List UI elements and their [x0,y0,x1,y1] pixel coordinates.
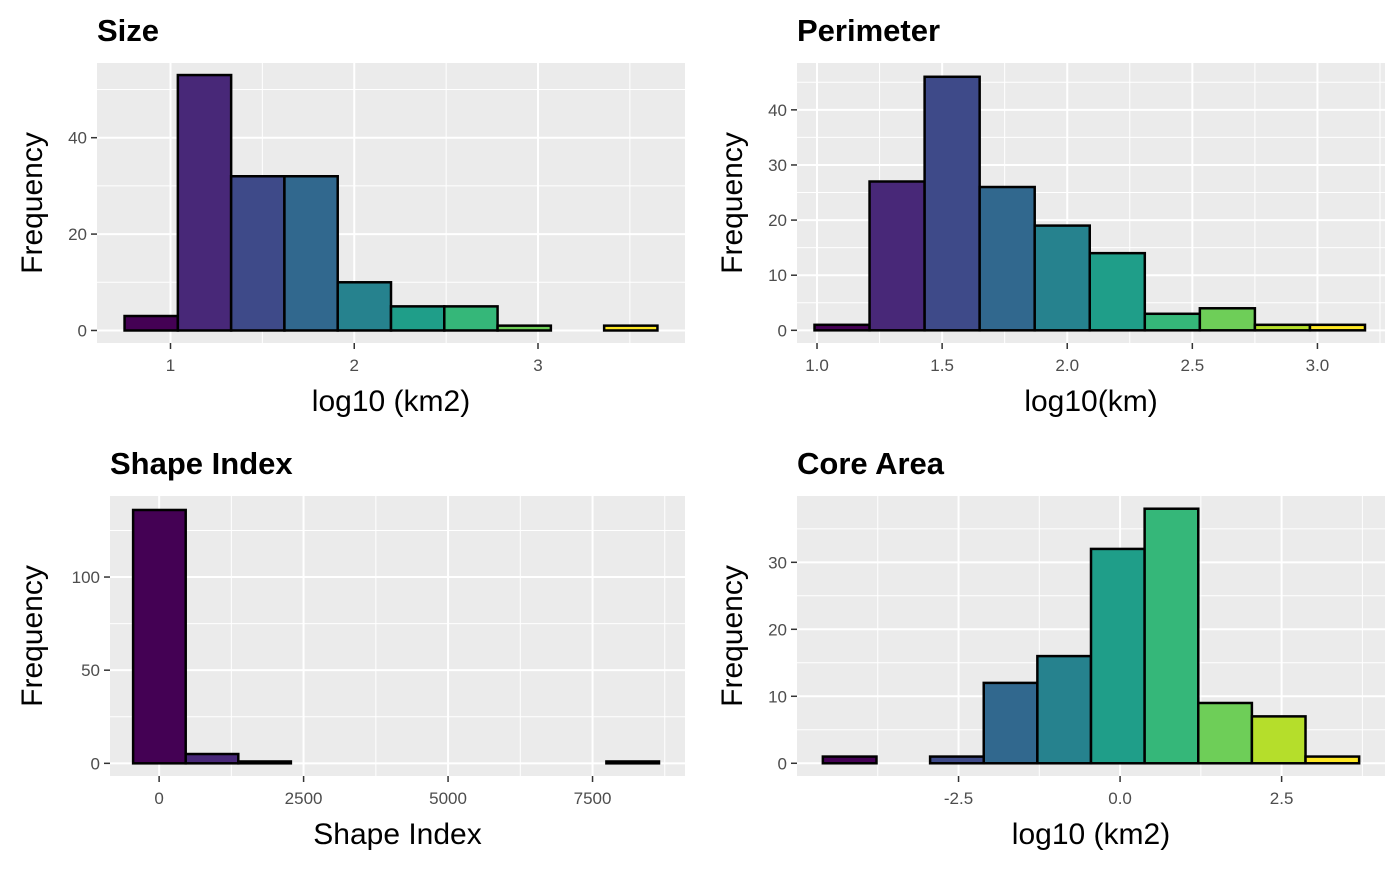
x-tick-label: -2.5 [944,789,973,808]
histogram-bar [229,175,286,332]
histogram-bar [1253,323,1312,332]
x-axis-label: log10(km) [1024,385,1157,418]
y-tick-label: 100 [72,568,100,587]
x-tick-label: 2.5 [1270,789,1294,808]
x-tick-label: 1.5 [930,356,954,375]
y-tick-label: 20 [768,620,787,639]
histogram-bar [1143,507,1200,765]
histogram-bar [928,755,985,765]
x-tick-label: 2 [350,356,359,375]
x-tick-label: 5000 [429,789,467,808]
x-tick-label: 7500 [574,789,612,808]
histogram-bar [336,281,393,332]
x-axis-label: log10 (km2) [312,385,470,418]
histogram-panel-1: 1.0 1.5 2.0 2.5 3.0 0 10 20 30 40 Perimeter log10(k… [716,13,1385,418]
histogram-bar [237,760,293,765]
histogram-bar [605,760,661,765]
histogram-bar [176,73,233,332]
y-tick-label: 0 [78,321,87,340]
y-axis-label: Frequency [716,132,749,274]
histogram-bar [184,752,240,765]
histogram-bar [982,681,1039,765]
x-axis-label: log10 (km2) [1012,818,1170,851]
histogram-bar [283,175,339,332]
x-tick-label: 1.0 [805,356,829,375]
y-tick-label: 0 [91,754,100,773]
histogram-bar [821,755,878,765]
histogram-bar [602,324,659,332]
histogram-bar [496,324,553,332]
panel-title: Core Area [797,446,945,481]
panel-title: Size [97,13,159,48]
histogram-bar [978,185,1036,332]
histogram-bar [1088,251,1147,332]
histogram-bar [1143,312,1202,332]
y-tick-label: 0 [778,754,787,773]
histogram-bar [1033,224,1091,332]
histogram-panel-2: 0 2500 5000 7500 0 50 100 Shape Index Shape Inde… [16,446,685,851]
x-tick-label: 2.5 [1181,356,1205,375]
histogram-bar [389,305,446,332]
histogram-bar [923,75,981,332]
histogram-bar [1197,701,1254,765]
histogram-bar [123,314,180,332]
y-tick-label: 40 [68,129,87,148]
histogram-panel-0: 1 2 3 0 20 40 Size log10 (km2) Frequency [16,13,685,418]
x-axis-label: Shape Index [313,818,481,851]
histogram-bar [1036,654,1093,765]
y-axis-label: Frequency [16,132,49,274]
y-tick-label: 10 [768,266,787,285]
x-tick-label: 0 [154,789,163,808]
histogram-bar [1304,755,1361,765]
histogram-panel-3: -2.5 0.0 2.5 0 10 20 30 Core Area log10 (km2) Fre… [716,446,1385,851]
histogram-bar [1198,307,1257,332]
y-tick-label: 0 [778,321,787,340]
histogram-bar [443,305,499,332]
panel-title: Perimeter [797,13,940,48]
histogram-bar [813,323,871,332]
histogram-bar [1308,323,1367,332]
y-tick-label: 20 [768,211,787,230]
y-tick-label: 50 [81,661,100,680]
y-tick-label: 30 [768,553,787,572]
x-tick-label: 2.0 [1055,356,1079,375]
y-tick-label: 40 [768,101,787,120]
y-tick-label: 10 [768,687,787,706]
histogram-bar [868,180,926,332]
y-tick-label: 20 [68,225,87,244]
histogram-bar [1250,715,1307,765]
x-tick-label: 3.0 [1306,356,1330,375]
x-tick-label: 3 [533,356,542,375]
histogram-bar [1089,547,1146,765]
x-tick-label: 1 [166,356,175,375]
plot-panel [110,496,685,776]
y-axis-label: Frequency [716,565,749,707]
y-tick-label: 30 [768,156,787,175]
panel-title: Shape Index [110,446,293,481]
y-axis-label: Frequency [16,565,49,707]
histogram-bar [131,508,187,765]
x-tick-label: 0.0 [1108,789,1132,808]
x-tick-label: 2500 [285,789,323,808]
